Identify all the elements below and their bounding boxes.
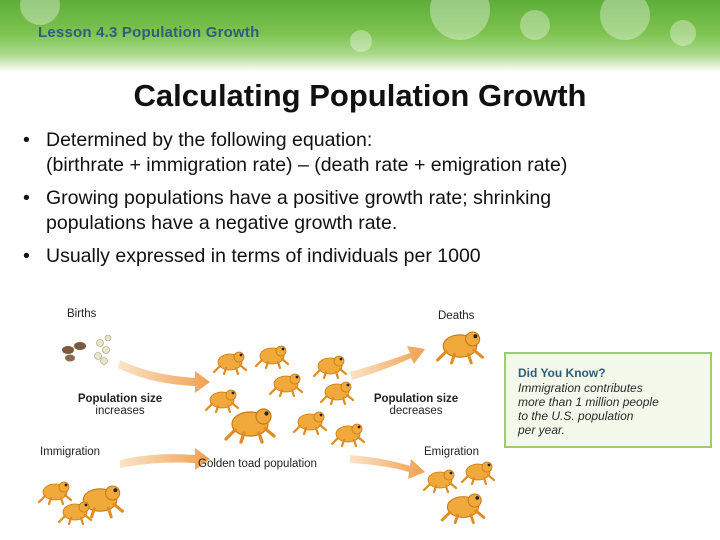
bullet-line: Usually expressed in terms of individual… xyxy=(46,245,481,267)
label-immigration: Immigration xyxy=(40,446,101,458)
bubble-decoration xyxy=(350,30,372,52)
arrow-emigration xyxy=(350,455,425,479)
emigration-toads xyxy=(422,460,496,525)
bullet-item: • Determined by the following equation: … xyxy=(20,128,710,178)
dead-toad xyxy=(436,330,484,365)
did-you-know-heading: Did You Know? xyxy=(518,366,606,380)
tadpoles-eggs xyxy=(62,334,112,365)
did-you-know-line: per year. xyxy=(518,423,565,437)
immigration-toads xyxy=(37,480,124,526)
bubble-decoration xyxy=(430,0,490,40)
label-decreases-line2: decreases xyxy=(389,405,443,417)
did-you-know-text: Immigration contributes more than 1 mill… xyxy=(518,381,708,437)
label-births: Births xyxy=(67,308,97,320)
slide-title: Calculating Population Growth xyxy=(133,78,587,113)
arrow-births xyxy=(118,360,210,393)
bullet-line: Determined by the following equation: xyxy=(46,129,373,151)
label-decreases-line1: Population size xyxy=(373,393,459,405)
label-decreases: Population size decreases xyxy=(364,393,468,417)
label-emigration: Emigration xyxy=(424,446,479,458)
bullet-line: Growing populations have a positive grow… xyxy=(46,187,552,209)
lesson-label: Lesson 4.3 Population Growth xyxy=(38,24,260,41)
bubble-decoration xyxy=(600,0,650,40)
bullet-line: populations have a negative growth rate. xyxy=(46,212,398,234)
bubble-decoration xyxy=(20,0,60,25)
arrow-deaths xyxy=(350,346,425,380)
did-you-know-line: Immigration contributes xyxy=(518,381,643,395)
label-increases-line1: Population size xyxy=(77,393,163,405)
did-you-know-line: to the U.S. population xyxy=(518,409,634,423)
arrow-immigration xyxy=(120,448,210,470)
bubble-decoration xyxy=(670,20,696,46)
bullet-dot: • xyxy=(23,245,30,267)
did-you-know-box: Did You Know? Immigration contributes mo… xyxy=(504,352,712,448)
bubble-decoration xyxy=(520,10,550,40)
label-golden-toad-population: Golden toad population xyxy=(198,458,317,470)
bullet-dot: • xyxy=(23,129,30,151)
label-increases: Population size increases xyxy=(68,393,172,417)
bullet-dot: • xyxy=(23,187,30,209)
golden-toad-population xyxy=(204,344,366,448)
bullet-line: (birthrate + immigration rate) – (death … xyxy=(46,154,568,176)
label-increases-line2: increases xyxy=(95,405,145,417)
header-banner: Lesson 4.3 Population Growth xyxy=(0,0,720,72)
label-deaths: Deaths xyxy=(438,310,475,322)
bullet-list: • Determined by the following equation: … xyxy=(20,128,710,277)
did-you-know-line: more than 1 million people xyxy=(518,395,659,409)
bullet-item: • Usually expressed in terms of individu… xyxy=(20,244,710,269)
bullet-item: • Growing populations have a positive gr… xyxy=(20,186,710,236)
